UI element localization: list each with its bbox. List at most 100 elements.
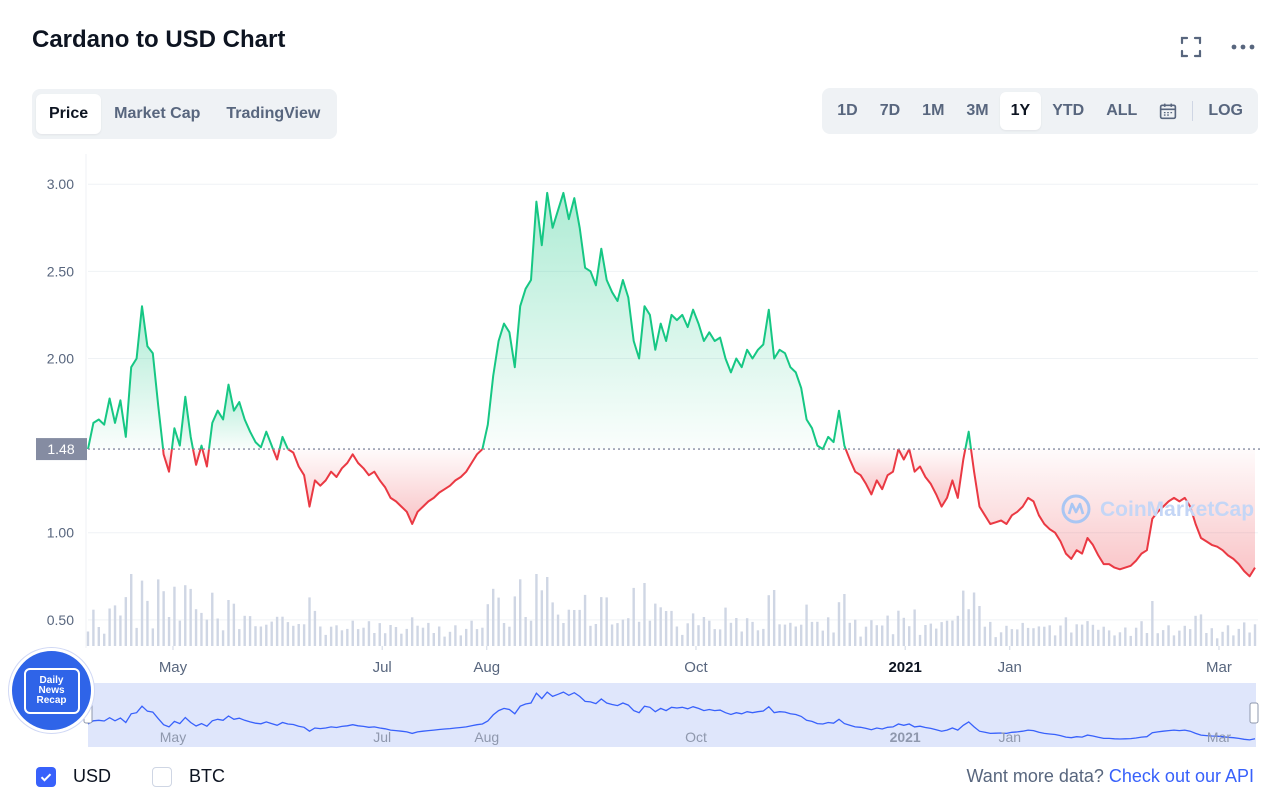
- volume-bar: [621, 619, 625, 646]
- currency-usd[interactable]: USD: [36, 766, 111, 787]
- volume-bar: [524, 617, 527, 646]
- volume-bar: [1026, 627, 1030, 646]
- check-icon: [40, 772, 52, 782]
- navigator-line: [87, 691, 1256, 741]
- volume-bar: [454, 625, 457, 646]
- range-7d[interactable]: 7D: [869, 92, 911, 130]
- volume-bar: [945, 620, 949, 646]
- volume-bar: [248, 616, 252, 646]
- more-icon[interactable]: [1230, 34, 1256, 60]
- volume-bar: [92, 609, 95, 646]
- header-actions: [1178, 34, 1256, 60]
- volume-bar: [637, 621, 641, 646]
- volume-bar: [843, 594, 846, 646]
- volume-bar: [670, 610, 673, 646]
- volume-bar: [437, 626, 441, 646]
- volume-bar: [162, 591, 165, 646]
- volume-bar: [119, 615, 122, 646]
- volume-bar: [1113, 635, 1116, 646]
- logo-line-1: Daily: [39, 674, 64, 686]
- volume-bar: [1178, 630, 1181, 646]
- volume-bar: [421, 627, 425, 646]
- volume-bar: [1226, 625, 1230, 646]
- volume-bar: [394, 627, 398, 646]
- volume-bar: [1215, 638, 1219, 646]
- volume-bar: [702, 617, 706, 646]
- volume-bar: [340, 630, 344, 646]
- line-above-ref: [87, 305, 165, 450]
- volume-bar: [972, 592, 976, 646]
- tab-tradingview[interactable]: TradingView: [213, 94, 333, 134]
- range-ytd[interactable]: YTD: [1041, 92, 1095, 130]
- x-tick-label: Jan: [998, 659, 1022, 676]
- volume-bar: [151, 628, 155, 646]
- volume-bar: [513, 596, 517, 646]
- daily-news-recap-logo: Daily News Recap: [9, 648, 94, 733]
- navigator-handle-right[interactable]: [1249, 702, 1259, 724]
- volume-bar: [783, 624, 787, 646]
- volume-bar: [1043, 626, 1046, 646]
- volume-bar: [1129, 635, 1132, 646]
- volume-bar: [1102, 626, 1105, 646]
- volume-bar: [97, 627, 101, 646]
- volume-bar: [173, 586, 176, 646]
- volume-bar: [789, 622, 792, 646]
- volume-bar: [708, 620, 711, 646]
- range-1d[interactable]: 1D: [826, 92, 868, 130]
- line-above-ref: [199, 444, 204, 450]
- area-below-ref: [909, 449, 966, 507]
- volume-bar: [724, 607, 727, 646]
- volume-bar: [740, 631, 743, 646]
- api-link[interactable]: Check out our API: [1108, 766, 1254, 786]
- tab-price[interactable]: Price: [36, 94, 102, 134]
- volume-bar: [654, 603, 657, 646]
- navigator[interactable]: May Jul Aug Oct 2021 Jan Mar: [83, 683, 1259, 747]
- y-tick-label: 2.00: [47, 350, 74, 366]
- log-toggle[interactable]: LOG: [1197, 92, 1254, 130]
- y-axis: 3.00 2.50 2.00 1.00 0.50: [47, 176, 74, 628]
- volume-bar: [1048, 625, 1051, 646]
- volume-bar: [459, 635, 462, 646]
- page-title: Cardano to USD Chart: [32, 26, 286, 53]
- volume-bar: [600, 597, 603, 646]
- x-tick-label: Oct: [684, 659, 708, 676]
- volume-bar: [1253, 624, 1257, 646]
- line-above-ref: [278, 435, 289, 450]
- reference-price-tag: 1.48: [36, 438, 87, 461]
- volume-bar: [918, 634, 922, 646]
- volume-bar: [935, 628, 938, 646]
- btc-checkbox[interactable]: [152, 766, 172, 787]
- volume-bar: [383, 633, 387, 646]
- line-above-ref: [208, 383, 274, 450]
- watermark-text: CoinMarketCap: [1100, 498, 1254, 521]
- line-below-ref: [201, 448, 210, 468]
- currency-btc[interactable]: BTC: [152, 766, 225, 787]
- volume-bar: [378, 623, 381, 646]
- volume-bar: [605, 597, 608, 646]
- volume-bar: [427, 622, 430, 646]
- volume-bar: [373, 633, 376, 646]
- volume-bars: [86, 574, 1257, 646]
- volume-bar: [713, 629, 716, 646]
- volume-bar: [389, 625, 392, 646]
- volume-bar: [567, 609, 571, 646]
- price-chart[interactable]: 3.00 2.50 2.00 1.00 0.50 1.48 May Jul Aug Oct 20…: [0, 150, 1280, 755]
- range-all[interactable]: ALL: [1095, 92, 1148, 130]
- range-1m[interactable]: 1M: [911, 92, 955, 130]
- volume-bar: [1037, 626, 1041, 646]
- navigator-label: 2021: [890, 729, 921, 745]
- range-1y[interactable]: 1Y: [999, 92, 1042, 130]
- calendar-icon[interactable]: [1148, 92, 1188, 130]
- volume-bar: [103, 633, 106, 646]
- volume-bar: [481, 627, 484, 646]
- volume-bar: [1064, 617, 1068, 646]
- volume-bar: [967, 609, 970, 646]
- volume-bar: [837, 602, 841, 646]
- watermark: CoinMarketCap: [1061, 494, 1254, 524]
- usd-checkbox[interactable]: [36, 766, 56, 787]
- volume-bar: [864, 626, 868, 646]
- volume-bar: [108, 608, 111, 646]
- tab-market-cap[interactable]: Market Cap: [101, 94, 213, 134]
- range-3m[interactable]: 3M: [955, 92, 999, 130]
- fullscreen-icon[interactable]: [1178, 34, 1204, 60]
